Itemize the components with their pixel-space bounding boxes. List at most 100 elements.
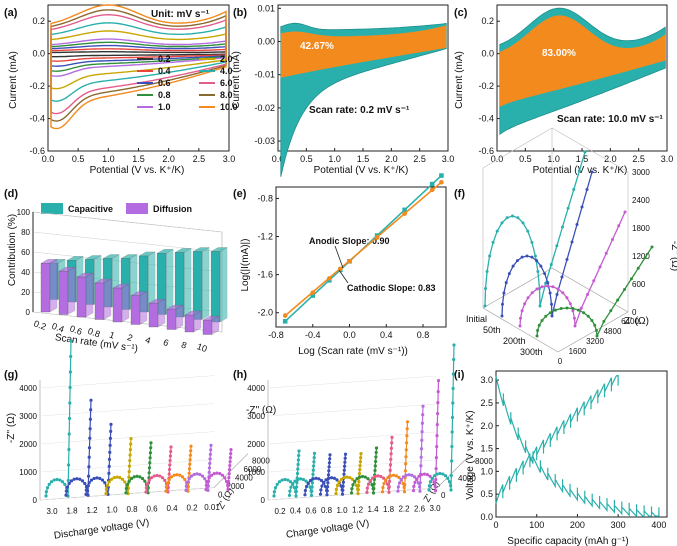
- panel-g-eis-point-1.8-2: [65, 485, 70, 489]
- panel-h-eis-point-2.6-13: [434, 478, 438, 482]
- panel-h-eis-point-0.8-19: [343, 464, 347, 468]
- panel-h-eis-point-0.4-20: [312, 460, 316, 464]
- panel-h-eis-point-3.0-17: [450, 415, 455, 420]
- panel-f-ztick-label: 3000: [632, 168, 650, 177]
- legend-label-1.0: 1.0: [158, 102, 171, 112]
- panel-h-eis-point-2.2-13: [418, 481, 422, 485]
- panel-h-eis-point-1.4-20: [389, 446, 393, 450]
- bar-diffusion-0.2: [40, 263, 51, 313]
- panel-d: (d) Scan rate (mV s⁻¹) Contribution (%) …: [4, 188, 228, 355]
- legend-label-4.0: 4.0: [220, 66, 233, 76]
- nyquist-point-300th-12: [586, 314, 590, 318]
- panel-c-label: (c): [454, 7, 468, 19]
- panel-f-xtick-label: 4800: [604, 327, 622, 336]
- panel-e-ytick-label: -2.0: [257, 308, 273, 318]
- panel-g-gridline: [39, 431, 215, 445]
- panel-h-eis-point-2.2-1: [396, 485, 400, 489]
- panel-h-eis-point-0.4-15: [310, 481, 314, 485]
- panel-h-eis-point-3.0-20: [451, 372, 455, 376]
- panel-g-eis-point-0.2-6: [195, 472, 199, 476]
- panel-h-eis-curve-1.0: [335, 453, 362, 494]
- panel-h-xlabel: Charge voltage (V): [285, 518, 370, 541]
- panel-h-eis-point-0.4-0: [287, 493, 292, 497]
- panel-d-ytick-label: 0: [26, 308, 31, 317]
- panel-h-eis-point-0.4-12: [309, 493, 314, 497]
- panel-h-eis-point-1.8-5: [389, 474, 393, 478]
- panel-g-eis-point-1.8-20: [88, 417, 92, 421]
- panel-g-eis-point-1.8-3: [67, 481, 71, 486]
- panel-g-eis-point-0.6-0: [144, 490, 148, 494]
- panel-g-eis-point-1.2-2: [85, 484, 90, 488]
- nyquist-point-Initial-14: [536, 270, 540, 274]
- panel-g-eis-point-0.8-15: [147, 476, 151, 480]
- panel-g-eis-point-3.0-3: [47, 482, 51, 486]
- panel-h-eis-point-0.8-7: [332, 476, 336, 480]
- panel-h-eis-point-1.2-17: [373, 468, 377, 473]
- nyquist-point-200th-15: [572, 316, 576, 320]
- panel-b-ytick-label: -0.02: [254, 103, 275, 113]
- panel-h-eis-point-0.6-1: [303, 488, 307, 493]
- panel-h-eis-point-0.4-19: [312, 464, 316, 468]
- panel-g-eis-point-0.2-22: [209, 443, 213, 447]
- panel-h-eis-point-2.6-8: [428, 474, 432, 478]
- panel-h-eis-point-0.6-6: [314, 476, 318, 480]
- legend-label-0.4: 0.4: [158, 66, 171, 76]
- cathodic-point-4: [347, 258, 352, 264]
- panel-g-eis-point-1.2-3: [87, 481, 91, 485]
- panel-h-eis-point-1.0-0: [334, 492, 338, 496]
- panel-f-floor-edge: [557, 311, 629, 353]
- panel-g-eis-point-0.01-7: [218, 472, 222, 476]
- panel-a-label: (a): [4, 7, 18, 19]
- nyquist-point-50th-4: [507, 272, 511, 276]
- nyquist-point-50th-5: [511, 264, 515, 268]
- panel-f-floor-edge: [482, 267, 553, 309]
- nyquist-point-50th-11: [539, 264, 543, 268]
- panel-g-eis-point-0.6-19: [168, 458, 172, 463]
- panel-h-eis-point-1.0-2: [335, 483, 340, 487]
- panel-b-xlabel: Potential (V vs. K⁺/K): [314, 165, 409, 176]
- panel-g-eis-point-0.01-0: [204, 488, 208, 492]
- panel-i-ytick-label: 2.5: [480, 398, 493, 408]
- anodic-point-0: [282, 318, 288, 324]
- panel-h-eis-point-2.2-0: [396, 489, 400, 493]
- panel-g-eis-point-3.0-6: [55, 477, 59, 482]
- panel-h-eis-point-1.8-7: [394, 474, 398, 478]
- nyquist-point-300th-24: [650, 245, 654, 249]
- panel-b-annotation: Scan rate: 0.2 mV s⁻¹: [309, 105, 410, 116]
- panel-g-eis-point-1.0-5: [112, 476, 116, 480]
- panel-h-xtick-label: 1.2: [352, 506, 364, 515]
- panel-b-percent: 42.67%: [300, 41, 334, 52]
- panel-g-eis-point-0.2-7: [198, 472, 202, 477]
- bar-diffusion-0.6-side: [85, 272, 94, 318]
- panel-g-eis-point-1.0-3: [107, 480, 111, 484]
- panel-g-eis-point-3.0-1: [44, 490, 48, 494]
- panel-h-eis-point-1.2-2: [351, 483, 355, 487]
- bar-diffusion-10-side: [211, 315, 220, 335]
- panel-h-eis-point-0.4-1: [288, 489, 292, 493]
- panel-g-eis-point-1.0-6: [115, 475, 119, 479]
- panel-h-eis-point-1.4-3: [368, 479, 372, 483]
- panel-g-eis-point-0.2-9: [203, 477, 207, 481]
- panel-h-eis-point-0.4-4: [293, 479, 297, 483]
- panel-g-eis-point-0.01-15: [227, 476, 231, 480]
- panel-g-eis-point-1.2-6: [95, 476, 99, 480]
- panel-h-gridline: [267, 403, 438, 417]
- panel-h-eis-point-1.2-5: [358, 475, 362, 479]
- panel-g-eis-point-3.0-22: [69, 339, 73, 343]
- panel-e-xtick-label: 0.0: [343, 330, 356, 340]
- panel-g-eis-point-0.6-5: [152, 474, 156, 478]
- panel-i-xtick-label: 200: [570, 520, 585, 530]
- panel-g-eis-point-1.2-9: [103, 481, 107, 485]
- nyquist-point-200th-20: [598, 265, 602, 269]
- nyquist-point-300th-11: [582, 311, 586, 315]
- panel-h-depthaxis: [436, 453, 472, 489]
- panel-g-eis-point-0.4-3: [167, 477, 171, 482]
- panel-h-eis-point-0.4-3: [291, 482, 295, 486]
- panel-g-eis-point-0.4-1: [164, 485, 168, 489]
- panel-h-xtick-label: 1.0: [336, 506, 348, 515]
- panel-h-eis-point-0.2-18: [296, 467, 300, 471]
- nyquist-point-50th-2: [502, 291, 506, 295]
- panel-g-eis-point-3.0-8: [60, 480, 65, 484]
- nyquist-point-300th-3: [540, 318, 544, 322]
- panel-h-eis-point-1.2-0: [349, 491, 354, 495]
